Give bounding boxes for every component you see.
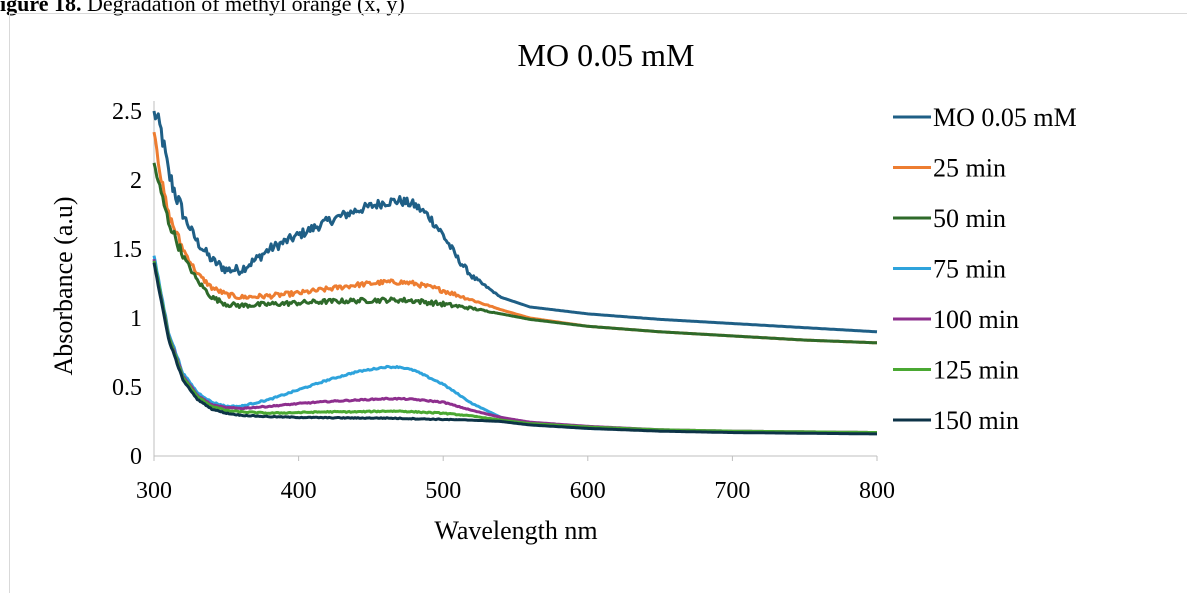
x-tick-label: 800 — [859, 478, 895, 504]
series-line-0 — [152, 110, 878, 334]
legend-label: 50 min — [933, 204, 1006, 233]
chart-title: MO 0.05 mM — [518, 37, 695, 73]
series-line-1 — [152, 131, 878, 345]
y-tick-label: 0 — [130, 444, 142, 470]
x-tick-label: 500 — [425, 478, 461, 504]
legend-label: 25 min — [933, 154, 1006, 183]
legend-label: 100 min — [933, 305, 1019, 334]
x-tick-label: 300 — [136, 478, 172, 504]
series-line-2 — [152, 162, 878, 345]
legend-label: MO 0.05 mM — [933, 103, 1077, 132]
figure-caption: igure 18. Degradation of methyl orange (… — [0, 0, 405, 17]
x-axis-title: Wavelength nm — [434, 516, 597, 545]
legend-label: 150 min — [933, 406, 1019, 435]
series-line-6 — [152, 262, 878, 436]
y-axis-title: Absorbance (a.u) — [49, 196, 78, 375]
y-tick-label: 1 — [130, 306, 142, 332]
x-tick-label: 400 — [281, 478, 317, 504]
y-tick-label: 0.5 — [112, 375, 142, 401]
plot-area: 300 400 500 600 700 800 0 0.5 1 1.5 2 2.5 — [112, 99, 895, 504]
legend: MO 0.05 mM 25 min 50 min 75 min 100 min 125 m… — [893, 103, 1077, 435]
legend-label: 75 min — [933, 255, 1006, 284]
y-tick-label: 2.5 — [112, 99, 142, 125]
chart-frame — [9, 13, 1187, 593]
x-tick-label: 600 — [570, 478, 606, 504]
x-tick-label: 700 — [714, 478, 750, 504]
series-line-4 — [152, 258, 878, 434]
figure-caption-text: Degradation of methyl orange (x, y) — [81, 0, 405, 16]
legend-label: 125 min — [933, 356, 1019, 385]
y-tick-label: 1.5 — [112, 237, 142, 263]
figure-caption-label: igure 18. — [0, 0, 82, 16]
y-tick-label: 2 — [130, 168, 142, 194]
